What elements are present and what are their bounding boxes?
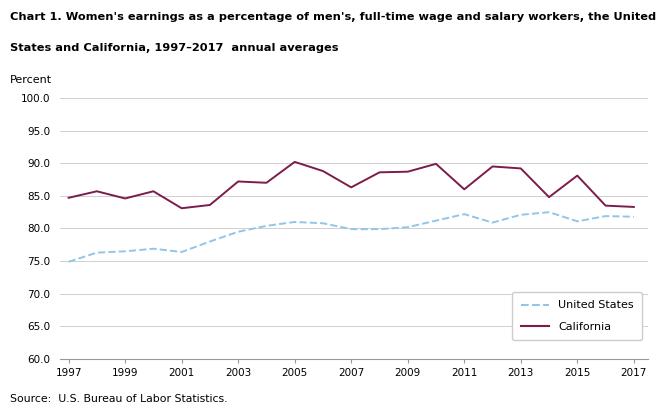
United States	[630, 214, 638, 219]
United States	[573, 219, 581, 224]
California	[347, 185, 355, 190]
California	[517, 166, 525, 171]
California	[178, 206, 186, 211]
California	[630, 204, 638, 209]
United States	[488, 220, 496, 225]
California	[403, 169, 411, 174]
California	[121, 196, 129, 201]
California	[460, 187, 468, 192]
California	[319, 169, 327, 173]
Line: California: California	[69, 162, 634, 208]
United States	[206, 239, 214, 244]
California	[263, 180, 271, 185]
California	[150, 189, 158, 194]
California	[65, 195, 73, 200]
United States	[403, 225, 411, 230]
United States	[121, 249, 129, 254]
Legend: United States, California: United States, California	[512, 292, 643, 340]
United States	[234, 229, 242, 234]
California	[432, 162, 440, 166]
United States	[545, 210, 553, 215]
United States	[319, 221, 327, 226]
California	[291, 160, 299, 164]
United States	[93, 250, 101, 255]
United States	[460, 212, 468, 217]
United States	[517, 212, 525, 217]
California	[206, 202, 214, 207]
Line: United States: United States	[69, 212, 634, 262]
United States	[150, 246, 158, 251]
California	[375, 170, 383, 175]
California	[234, 179, 242, 184]
United States	[432, 218, 440, 223]
Text: States and California, 1997–2017  annual averages: States and California, 1997–2017 annual …	[10, 43, 339, 53]
Text: Percent: Percent	[10, 75, 52, 86]
United States	[263, 224, 271, 228]
California	[93, 189, 101, 194]
United States	[602, 214, 610, 219]
United States	[375, 227, 383, 232]
Text: Chart 1. Women's earnings as a percentage of men's, full-time wage and salary wo: Chart 1. Women's earnings as a percentag…	[10, 12, 656, 22]
United States	[65, 259, 73, 264]
California	[573, 173, 581, 178]
California	[545, 195, 553, 200]
United States	[347, 227, 355, 232]
United States	[178, 250, 186, 255]
California	[602, 203, 610, 208]
California	[488, 164, 496, 169]
United States	[291, 220, 299, 224]
Text: Source:  U.S. Bureau of Labor Statistics.: Source: U.S. Bureau of Labor Statistics.	[10, 394, 228, 404]
